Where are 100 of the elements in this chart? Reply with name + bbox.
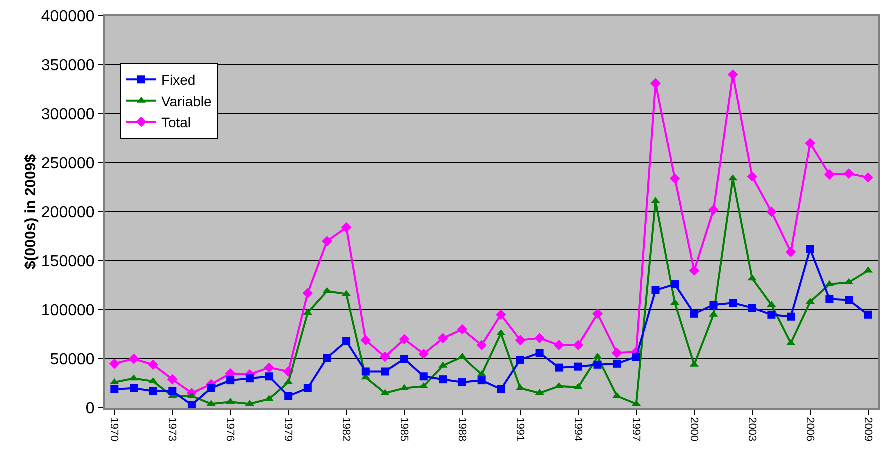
legend-label: Variable bbox=[161, 93, 212, 110]
y-tick-label: 200000 bbox=[41, 204, 95, 222]
point bbox=[226, 376, 235, 385]
point bbox=[632, 353, 640, 362]
point bbox=[458, 378, 467, 387]
point bbox=[592, 308, 603, 320]
point bbox=[555, 364, 564, 372]
point bbox=[399, 334, 410, 345]
point bbox=[341, 222, 352, 233]
point bbox=[748, 304, 756, 312]
point bbox=[476, 340, 488, 350]
point bbox=[845, 296, 854, 304]
point bbox=[652, 286, 660, 294]
point bbox=[304, 384, 312, 392]
point bbox=[439, 376, 448, 384]
point bbox=[360, 335, 372, 346]
y-axis-title: $(000s) in 2009$ bbox=[22, 154, 40, 270]
point bbox=[110, 385, 119, 394]
point bbox=[322, 236, 332, 247]
point bbox=[554, 340, 564, 350]
point bbox=[650, 78, 661, 89]
point bbox=[516, 356, 524, 364]
point bbox=[729, 299, 738, 308]
x-tick-label: 2000 bbox=[688, 417, 700, 442]
point bbox=[690, 310, 698, 318]
point bbox=[766, 206, 777, 218]
point bbox=[438, 333, 448, 344]
point bbox=[128, 354, 140, 364]
x-tick-label: 1994 bbox=[572, 417, 584, 442]
y-tick-label: 300000 bbox=[41, 106, 95, 124]
point bbox=[109, 358, 120, 370]
point bbox=[207, 384, 216, 392]
point bbox=[149, 387, 158, 396]
point bbox=[457, 324, 468, 335]
point bbox=[613, 360, 622, 368]
x-tick-label: 1982 bbox=[340, 417, 352, 442]
point bbox=[863, 172, 874, 183]
point bbox=[342, 337, 351, 346]
point bbox=[420, 372, 428, 381]
point bbox=[362, 368, 370, 376]
y-tick-label: 350000 bbox=[41, 58, 95, 75]
x-tick-label: 1973 bbox=[166, 417, 178, 442]
point bbox=[130, 384, 138, 392]
x-tick-label: 1991 bbox=[514, 417, 526, 442]
y-tick-label: 400000 bbox=[41, 8, 95, 26]
x-tick-label: 2006 bbox=[804, 417, 816, 442]
point bbox=[864, 310, 872, 319]
point bbox=[612, 348, 622, 358]
point bbox=[534, 333, 546, 344]
y-tick-label: 250000 bbox=[41, 156, 95, 173]
point bbox=[380, 352, 390, 362]
point bbox=[265, 372, 274, 381]
point bbox=[246, 374, 254, 383]
point bbox=[805, 138, 816, 149]
y-tick-label: 50000 bbox=[50, 352, 95, 369]
point bbox=[689, 266, 700, 276]
x-tick-label: 1985 bbox=[398, 417, 410, 442]
point bbox=[671, 280, 680, 289]
point bbox=[670, 173, 680, 184]
legend-label: Fixed bbox=[161, 72, 196, 88]
point bbox=[786, 246, 796, 258]
point bbox=[167, 374, 178, 385]
point bbox=[826, 295, 834, 304]
point bbox=[381, 368, 390, 376]
y-tick-label: 150000 bbox=[41, 254, 95, 271]
point bbox=[478, 376, 486, 385]
point bbox=[844, 168, 854, 179]
point bbox=[824, 170, 835, 180]
point bbox=[284, 392, 293, 400]
point bbox=[418, 348, 430, 360]
point bbox=[400, 355, 409, 363]
point bbox=[323, 354, 332, 362]
x-tick-label: 1970 bbox=[108, 417, 120, 442]
point bbox=[708, 204, 719, 216]
y-tick-label: 100000 bbox=[41, 302, 95, 320]
point bbox=[710, 301, 718, 310]
x-tick-label: 2003 bbox=[746, 417, 758, 442]
point bbox=[168, 387, 177, 396]
point bbox=[573, 340, 584, 350]
point bbox=[515, 335, 526, 346]
point bbox=[148, 360, 159, 370]
point bbox=[747, 172, 758, 182]
point bbox=[536, 349, 544, 358]
x-tick-label: 2009 bbox=[862, 417, 874, 442]
legend-label: Total bbox=[161, 114, 192, 130]
point bbox=[496, 310, 506, 320]
point bbox=[806, 245, 814, 254]
y-tick-label: 0 bbox=[86, 400, 95, 418]
point bbox=[768, 310, 776, 319]
x-tick-label: 1976 bbox=[224, 417, 236, 442]
point bbox=[594, 360, 602, 369]
x-tick-label: 1988 bbox=[456, 417, 468, 442]
point bbox=[787, 312, 796, 321]
point bbox=[728, 70, 738, 80]
point bbox=[497, 385, 506, 394]
point bbox=[302, 288, 314, 299]
point bbox=[574, 362, 582, 371]
point bbox=[264, 362, 274, 374]
x-tick-label: 1979 bbox=[282, 417, 294, 442]
x-tick-label: 1997 bbox=[630, 417, 642, 442]
